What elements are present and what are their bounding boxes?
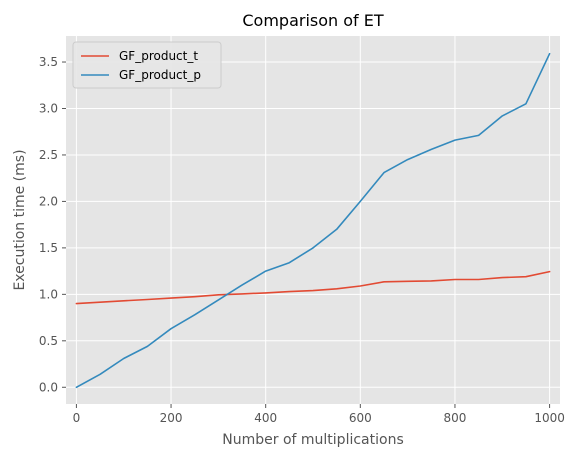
y-tick-label: 0.0 <box>39 380 58 394</box>
x-tick-label: 800 <box>444 411 467 425</box>
legend-label: GF_product_t <box>119 49 198 63</box>
chart-title: Comparison of ET <box>242 11 384 30</box>
series-line-gf-product-p <box>75 52 551 389</box>
x-tick-label: 0 <box>73 411 81 425</box>
x-tick-label: 600 <box>349 411 372 425</box>
y-tick-label: 1.0 <box>39 287 58 301</box>
series-layer <box>75 52 551 389</box>
x-axis-label: Number of multiplications <box>222 432 403 448</box>
legend: GF_product_t GF_product_p <box>72 41 222 89</box>
y-tick-label: 2.0 <box>39 194 58 208</box>
y-axis-label: Execution time (ms) <box>12 149 28 290</box>
y-tick-label: 2.5 <box>39 148 58 162</box>
y-tick-label: 0.5 <box>39 334 58 348</box>
x-tick-label: 400 <box>254 411 277 425</box>
y-tick-label: 3.0 <box>39 101 58 115</box>
legend-label: GF_product_p <box>119 68 201 82</box>
y-tick-label: 3.5 <box>39 55 58 69</box>
ticks: 0 200 400 600 800 1000 0.0 0.5 1.0 1.5 2.0 2.5 3.0 3.… <box>39 55 565 425</box>
series-line-gf-product-t <box>75 270 551 305</box>
x-tick-label: 200 <box>160 411 183 425</box>
legend-box <box>72 41 222 89</box>
y-tick-label: 1.5 <box>39 241 58 255</box>
x-tick-label: 1000 <box>534 411 565 425</box>
plot-area <box>66 36 560 404</box>
